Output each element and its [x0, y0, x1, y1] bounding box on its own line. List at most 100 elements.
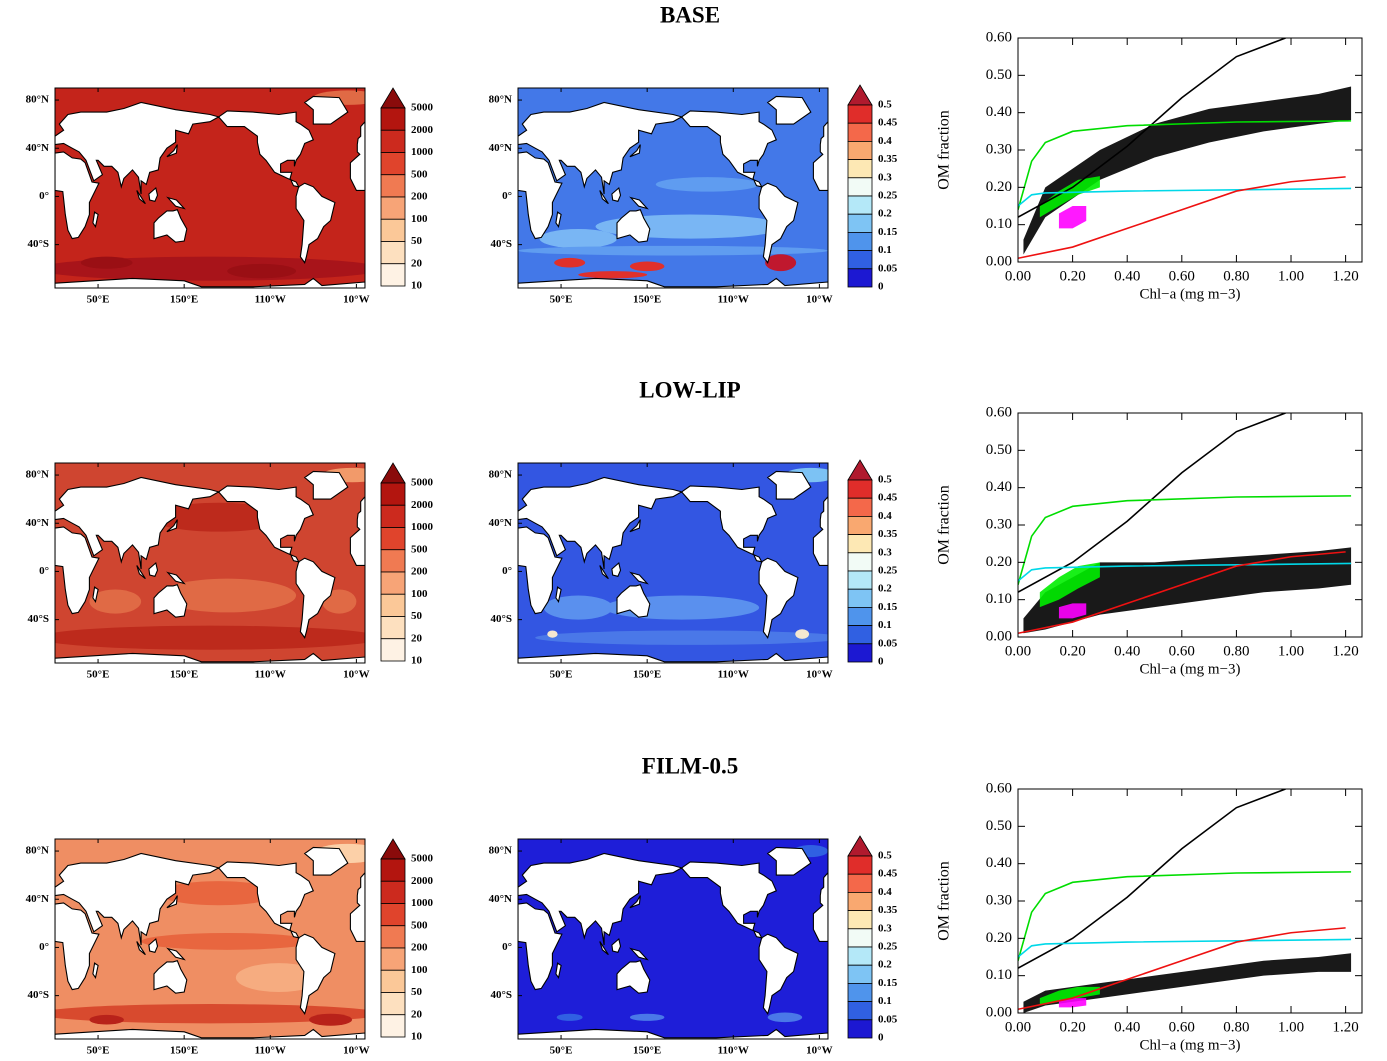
- curve: [1018, 927, 1346, 1011]
- ocean-field: [158, 578, 297, 613]
- colorbar-label: 0.35: [878, 153, 898, 165]
- ocean-field: [149, 502, 288, 532]
- land: [518, 470, 828, 663]
- colorbar-label: 100: [411, 213, 428, 225]
- x-tick-label: 0.60: [1169, 268, 1195, 284]
- colorbar-box: [847, 104, 873, 124]
- colorbar-box: [847, 928, 873, 948]
- x-axis-label: Chl−a (mg m−3): [1139, 286, 1240, 302]
- x-tick-label: 0.00: [1005, 268, 1031, 284]
- y-tick-label: 0.60: [986, 780, 1012, 796]
- colorbar-label: 1000: [411, 897, 434, 909]
- ocean-field: [80, 256, 133, 269]
- colorbar-label: 0.15: [878, 601, 898, 613]
- point-cloud: [1039, 986, 1100, 1006]
- x-axis-label: Chl−a (mg m−3): [1139, 1037, 1240, 1053]
- lat-label: 0°: [502, 565, 512, 577]
- colorbar-label: 20: [411, 257, 423, 269]
- y-tick-label: 0.50: [986, 442, 1012, 458]
- colorbar-label: 500: [411, 919, 428, 931]
- colorbar-label: 2000: [411, 124, 434, 136]
- colorbar-box: [380, 482, 406, 506]
- colorbar-label: 0.45: [878, 117, 898, 129]
- lat-label: 80°N: [26, 845, 49, 857]
- lon-label: 150°E: [170, 1045, 198, 1057]
- ocean-field: [795, 629, 810, 639]
- colorbar-label: 200: [411, 566, 428, 578]
- land: [55, 846, 365, 1039]
- lat-label: 40°S: [27, 238, 49, 250]
- colorbar-box: [847, 534, 873, 554]
- lat-label: 80°N: [26, 469, 49, 481]
- ocean-field: [55, 625, 365, 650]
- row-title: LOW-LIP: [639, 377, 740, 402]
- ocean-field: [535, 630, 828, 645]
- y-axis-label: OM fraction: [936, 485, 953, 565]
- colorbar-label: 0: [878, 281, 884, 293]
- lon-label: 110°W: [718, 1045, 749, 1057]
- curve: [1018, 871, 1352, 961]
- lat-label: 80°N: [489, 94, 512, 106]
- x-tick-label: 0.00: [1005, 1019, 1031, 1035]
- colorbar-label: 0.4: [878, 135, 892, 147]
- lat-label: 80°N: [489, 469, 512, 481]
- lat-label: 40°N: [26, 517, 49, 529]
- lat-label: 40°N: [26, 893, 49, 905]
- ocean-field: [629, 1013, 665, 1021]
- lon-label: 50°E: [87, 294, 110, 306]
- colorbar-box: [380, 925, 406, 949]
- x-tick-label: 0.20: [1059, 1019, 1085, 1035]
- map: [518, 839, 828, 1039]
- colorbar-box: [380, 969, 406, 993]
- colorbar-label: 20: [411, 632, 423, 644]
- colorbar-box: [847, 479, 873, 499]
- colorbar-label: 0.25: [878, 941, 898, 953]
- colorbar-label: 50: [411, 610, 423, 622]
- colorbar-label: 200: [411, 942, 428, 954]
- map: [55, 88, 365, 288]
- colorbar-label: 0.2: [878, 208, 892, 220]
- map-frame: [54, 838, 366, 1040]
- x-tick-label: 1.20: [1332, 1019, 1358, 1035]
- x-tick-label: 1.20: [1332, 268, 1358, 284]
- lat-label: 40°N: [489, 517, 512, 529]
- lon-label: 110°W: [255, 1045, 286, 1057]
- colorbar-box: [380, 263, 406, 287]
- lon-label: 10°W: [343, 1045, 369, 1057]
- x-tick-label: 0.40: [1114, 643, 1140, 659]
- colorbar-label: 500: [411, 168, 428, 180]
- colorbar-label: 5000: [411, 102, 434, 114]
- row-title: FILM-0.5: [642, 753, 738, 778]
- colorbar-box: [380, 947, 406, 971]
- y-axis-label: OM fraction: [936, 110, 953, 190]
- colorbar-box: [847, 1019, 873, 1039]
- colorbar-label: 0.1: [878, 619, 892, 631]
- ocean-field: [309, 1013, 353, 1026]
- y-tick-label: 0.40: [986, 855, 1012, 871]
- curve: [1018, 551, 1346, 635]
- lon-label: 10°W: [806, 294, 832, 306]
- colorbar-box: [847, 140, 873, 160]
- plot-area: [1018, 789, 1352, 1013]
- colorbar-label: 0.4: [878, 510, 892, 522]
- colorbar-label: 0.15: [878, 977, 898, 989]
- colorbar-box: [380, 504, 406, 528]
- map-frame: [517, 838, 829, 1040]
- lat-label: 0°: [502, 941, 512, 953]
- colorbar-label: 0.05: [878, 637, 898, 649]
- colorbar-box: [380, 129, 406, 153]
- y-tick-label: 0.20: [986, 930, 1012, 946]
- ocean-field: [629, 261, 665, 272]
- colorbar-label: 1000: [411, 146, 434, 158]
- colorbar-box: [380, 218, 406, 242]
- plot-area: [1018, 38, 1352, 260]
- point-cloud: [1039, 562, 1100, 608]
- colorbar-box: [380, 858, 406, 882]
- point-cloud: [1058, 603, 1087, 619]
- lon-label: 50°E: [550, 1045, 573, 1057]
- x-tick-label: 0.60: [1169, 1019, 1195, 1035]
- lat-label: 40°S: [490, 989, 512, 1001]
- ocean-field: [767, 1012, 803, 1023]
- lon-label: 150°E: [170, 669, 198, 681]
- y-tick-label: 0.40: [986, 479, 1012, 495]
